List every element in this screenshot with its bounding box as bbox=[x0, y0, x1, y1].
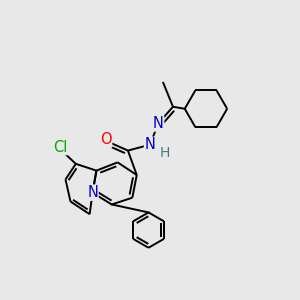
Text: H: H bbox=[160, 146, 170, 160]
Text: N: N bbox=[153, 116, 164, 131]
Text: N: N bbox=[87, 185, 98, 200]
Text: N: N bbox=[145, 137, 155, 152]
Text: O: O bbox=[100, 132, 112, 147]
Text: Cl: Cl bbox=[53, 140, 68, 154]
